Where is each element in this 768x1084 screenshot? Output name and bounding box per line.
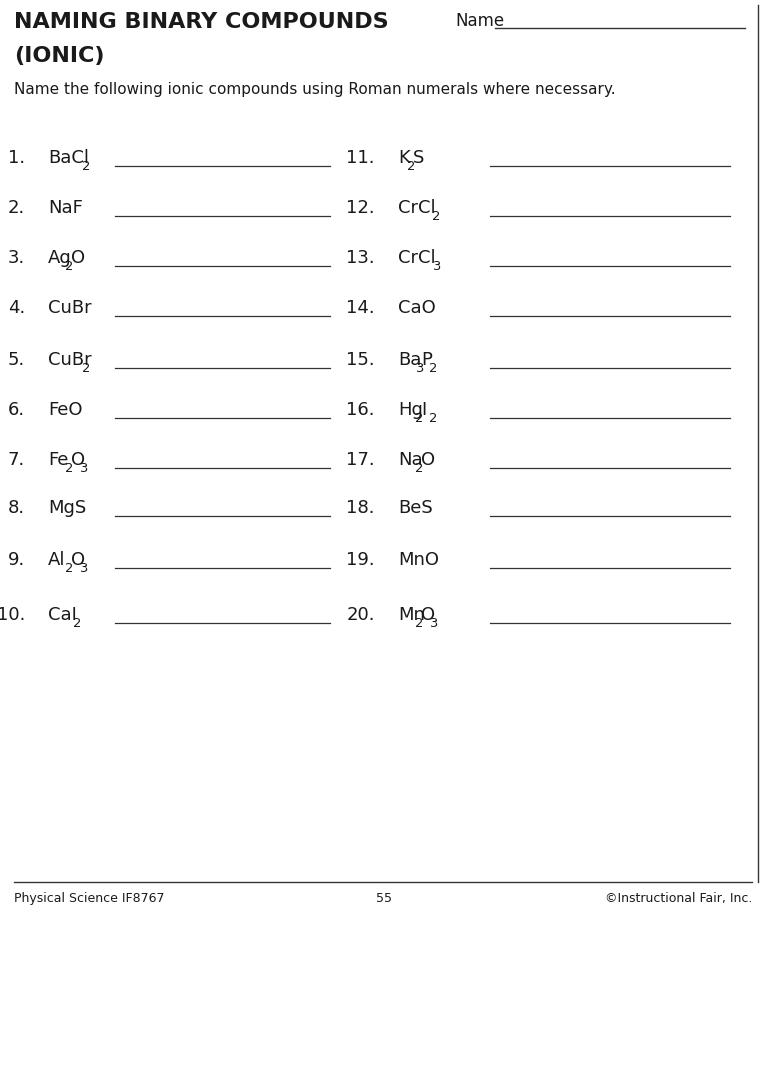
- Text: 1.: 1.: [8, 149, 25, 167]
- Text: (IONIC): (IONIC): [14, 46, 104, 66]
- Text: 3: 3: [432, 260, 440, 273]
- Text: 3: 3: [80, 462, 88, 475]
- Text: O: O: [71, 451, 85, 469]
- Text: 17.: 17.: [346, 451, 375, 469]
- Text: 55: 55: [376, 892, 392, 905]
- Text: 2: 2: [415, 462, 423, 475]
- Text: 8.: 8.: [8, 499, 25, 517]
- Text: CaO: CaO: [398, 299, 435, 317]
- Text: MnO: MnO: [398, 551, 439, 569]
- Text: Name the following ionic compounds using Roman numerals where necessary.: Name the following ionic compounds using…: [14, 82, 616, 96]
- Text: BaCl: BaCl: [48, 149, 89, 167]
- Text: 2: 2: [415, 412, 423, 425]
- Text: 16.: 16.: [346, 401, 375, 420]
- Text: 2: 2: [65, 462, 73, 475]
- Text: 2: 2: [429, 362, 438, 375]
- Text: Al: Al: [48, 551, 65, 569]
- Text: Ag: Ag: [48, 249, 71, 267]
- Text: 19.: 19.: [346, 551, 375, 569]
- Text: NaF: NaF: [48, 199, 83, 217]
- Text: O: O: [421, 606, 435, 624]
- Text: 2: 2: [415, 617, 423, 630]
- Text: P: P: [421, 351, 432, 369]
- Text: 14.: 14.: [346, 299, 375, 317]
- Text: 11.: 11.: [346, 149, 375, 167]
- Text: 2: 2: [429, 412, 438, 425]
- Text: 13.: 13.: [346, 249, 375, 267]
- Text: 10.: 10.: [0, 606, 25, 624]
- Text: 5.: 5.: [8, 351, 25, 369]
- Text: O: O: [71, 551, 85, 569]
- Text: CaI: CaI: [48, 606, 77, 624]
- Text: Hg: Hg: [398, 401, 423, 420]
- Text: BeS: BeS: [398, 499, 432, 517]
- Text: 12.: 12.: [346, 199, 375, 217]
- Text: FeO: FeO: [48, 401, 82, 420]
- Text: O: O: [71, 249, 85, 267]
- Text: CuBr: CuBr: [48, 299, 91, 317]
- Text: NAMING BINARY COMPOUNDS: NAMING BINARY COMPOUNDS: [14, 12, 389, 33]
- Text: 15.: 15.: [346, 351, 375, 369]
- Text: CrCl: CrCl: [398, 249, 435, 267]
- Text: O: O: [421, 451, 435, 469]
- Text: 3: 3: [415, 362, 423, 375]
- Text: 6.: 6.: [8, 401, 25, 420]
- Text: 2: 2: [82, 160, 91, 173]
- Text: 2: 2: [406, 160, 415, 173]
- Text: 3: 3: [429, 617, 438, 630]
- Text: 2: 2: [65, 563, 73, 576]
- Text: K: K: [398, 149, 410, 167]
- Text: 9.: 9.: [8, 551, 25, 569]
- Text: 20.: 20.: [346, 606, 375, 624]
- Text: MgS: MgS: [48, 499, 86, 517]
- Text: I: I: [421, 401, 426, 420]
- Text: 2.: 2.: [8, 199, 25, 217]
- Text: 2: 2: [432, 210, 440, 223]
- Text: 4.: 4.: [8, 299, 25, 317]
- Text: 7.: 7.: [8, 451, 25, 469]
- Text: 2: 2: [74, 617, 81, 630]
- Text: ©Instructional Fair, Inc.: ©Instructional Fair, Inc.: [604, 892, 752, 905]
- Text: Name: Name: [455, 12, 504, 30]
- Text: 3.: 3.: [8, 249, 25, 267]
- Text: 2: 2: [82, 362, 91, 375]
- Text: Physical Science IF8767: Physical Science IF8767: [14, 892, 164, 905]
- Text: Fe: Fe: [48, 451, 68, 469]
- Text: S: S: [412, 149, 424, 167]
- Text: CrCl: CrCl: [398, 199, 435, 217]
- Text: Ba: Ba: [398, 351, 422, 369]
- Text: Na: Na: [398, 451, 422, 469]
- Text: 2: 2: [65, 260, 73, 273]
- Text: Mn: Mn: [398, 606, 425, 624]
- Text: 18.: 18.: [346, 499, 375, 517]
- Text: 3: 3: [80, 563, 88, 576]
- Text: CuBr: CuBr: [48, 351, 91, 369]
